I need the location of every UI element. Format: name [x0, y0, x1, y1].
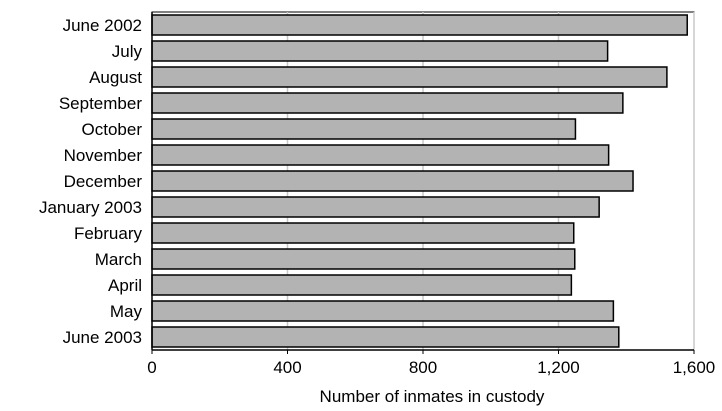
category-label: November	[64, 146, 143, 165]
category-label: June 2003	[63, 328, 142, 347]
x-axis-title: Number of inmates in custody	[320, 387, 545, 406]
category-label: May	[110, 302, 143, 321]
bar	[151, 118, 577, 140]
bar	[151, 66, 668, 88]
category-label: August	[89, 68, 142, 87]
bar	[151, 248, 576, 270]
category-label: April	[108, 276, 142, 295]
bar	[151, 14, 688, 36]
category-label: June 2002	[63, 16, 142, 35]
category-label: December	[64, 172, 143, 191]
x-tick-label: 0	[147, 358, 156, 377]
category-label: March	[95, 250, 142, 269]
category-label: February	[74, 224, 143, 243]
category-label: January 2003	[39, 198, 142, 217]
bar	[151, 40, 609, 62]
bar	[151, 222, 575, 244]
axes	[151, 12, 695, 354]
bar	[151, 92, 624, 114]
bar	[151, 170, 634, 192]
category-labels: June 2002 July August September October Novem…	[39, 16, 143, 347]
x-tick-label: 800	[409, 358, 437, 377]
category-label: July	[112, 42, 143, 61]
category-label: October	[82, 120, 143, 139]
x-tick-labels: 0 400 800 1,200 1,600	[147, 358, 715, 377]
x-tick-label: 400	[273, 358, 301, 377]
bar	[151, 274, 573, 296]
bar	[151, 326, 620, 348]
bar	[151, 144, 610, 166]
x-tick-label: 1,600	[673, 358, 716, 377]
bars	[151, 14, 688, 348]
x-tick-label: 1,200	[537, 358, 580, 377]
category-label: September	[59, 94, 142, 113]
bar	[151, 300, 615, 322]
bar	[151, 196, 600, 218]
